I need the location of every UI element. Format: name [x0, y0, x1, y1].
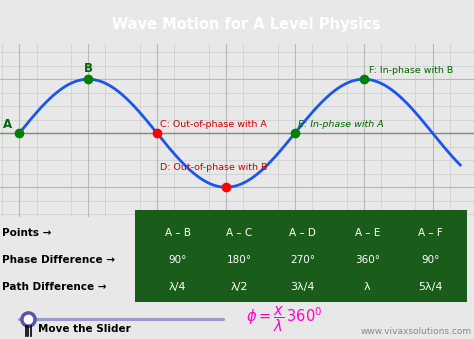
Text: E: In-phase with A: E: In-phase with A: [298, 120, 383, 129]
Text: 90°: 90°: [169, 255, 187, 265]
Text: A – E: A – E: [355, 228, 380, 238]
Text: 5λ/4: 5λ/4: [418, 282, 443, 293]
Text: C: Out-of-phase with A: C: Out-of-phase with A: [160, 120, 267, 129]
Text: D: Out-of-phase with B: D: Out-of-phase with B: [160, 163, 267, 172]
Text: 3λ/4: 3λ/4: [290, 282, 315, 293]
Text: A – F: A – F: [418, 228, 443, 238]
Text: $\phi = \dfrac{x}{\lambda}\,360^0$: $\phi = \dfrac{x}{\lambda}\,360^0$: [246, 304, 322, 334]
Text: www.vivaxsolutions.com: www.vivaxsolutions.com: [361, 327, 472, 336]
Text: A – D: A – D: [289, 228, 316, 238]
Text: Move the Slider: Move the Slider: [38, 324, 131, 334]
Text: 270°: 270°: [290, 255, 315, 265]
Text: Phase Difference →: Phase Difference →: [2, 255, 115, 265]
Text: 360°: 360°: [355, 255, 380, 265]
Text: F: In-phase with B: F: In-phase with B: [369, 66, 454, 75]
Text: A – B: A – B: [165, 228, 191, 238]
Text: 90°: 90°: [421, 255, 439, 265]
Text: λ: λ: [364, 282, 371, 293]
Text: Path Difference →: Path Difference →: [2, 282, 107, 293]
Text: 180°: 180°: [227, 255, 252, 265]
Text: λ/4: λ/4: [169, 282, 186, 293]
FancyBboxPatch shape: [135, 210, 467, 302]
Text: λ/2: λ/2: [231, 282, 248, 293]
Text: B: B: [84, 62, 93, 75]
Text: A – C: A – C: [226, 228, 253, 238]
Text: A: A: [3, 118, 12, 131]
Text: Wave Motion for A Level Physics: Wave Motion for A Level Physics: [112, 17, 381, 32]
Text: Points →: Points →: [2, 228, 52, 238]
